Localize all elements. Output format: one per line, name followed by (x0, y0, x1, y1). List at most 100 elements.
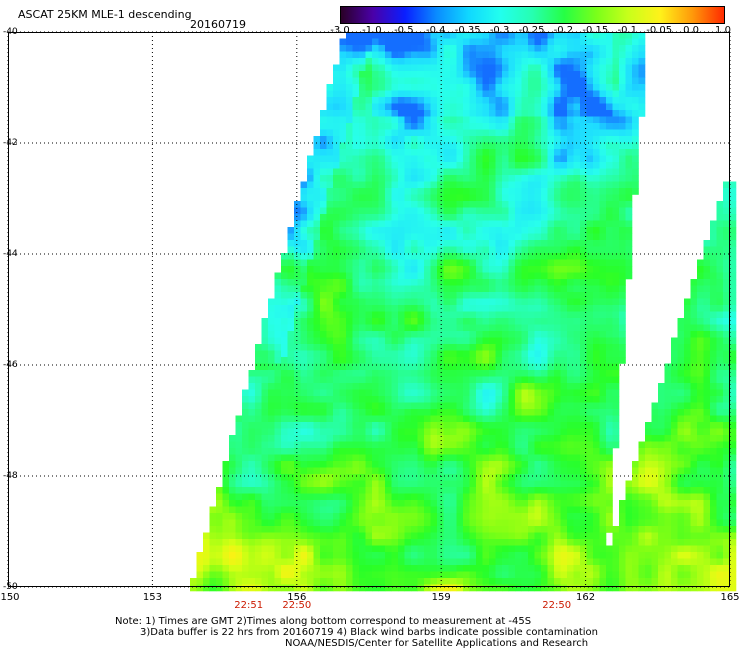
swath-cell (521, 136, 529, 143)
swath-cell (469, 266, 477, 273)
swath-cell (547, 467, 555, 475)
swath-cell (560, 90, 568, 98)
swath-cell (677, 363, 685, 371)
swath-cell (560, 454, 568, 462)
swath-cell (684, 389, 691, 397)
swath-cell (281, 441, 288, 449)
swath-cell (554, 370, 561, 377)
swath-cell (606, 279, 613, 286)
swath-cell (573, 448, 581, 455)
swath-cell (593, 415, 600, 423)
swath-cell (586, 45, 594, 52)
swath-cell (586, 175, 594, 182)
swath-cell (723, 240, 730, 247)
swath-cell (450, 409, 457, 416)
swath-cell (352, 246, 360, 254)
swath-cell (300, 519, 308, 527)
swath-cell (385, 84, 392, 91)
swath-cell (521, 142, 529, 150)
swath-cell (313, 422, 321, 429)
swath-cell (560, 253, 568, 260)
swath-cell (606, 259, 613, 267)
swath-cell (560, 97, 568, 104)
swath-cell (593, 240, 600, 247)
swath-cell (463, 305, 470, 312)
swath-cell (450, 448, 457, 455)
swath-cell (528, 422, 535, 429)
swath-cell (346, 298, 353, 306)
swath-cell (385, 181, 392, 189)
swath-cell (456, 285, 464, 293)
swath-cell (476, 227, 483, 234)
swath-cell (320, 396, 327, 403)
swath-cell (541, 175, 548, 182)
swath-cell (482, 428, 490, 436)
swath-cell (248, 441, 256, 449)
swath-cell (723, 539, 730, 546)
swath-cell (274, 396, 282, 403)
swath-cell (294, 337, 301, 345)
swath-cell (567, 266, 574, 273)
swath-cell (326, 526, 334, 533)
swath-cell (281, 324, 288, 332)
swath-cell (528, 461, 535, 468)
swath-cell (326, 396, 334, 403)
swath-cell (456, 129, 464, 137)
swath-cell (567, 298, 574, 306)
swath-cell (502, 207, 509, 215)
swath-cell (437, 214, 444, 221)
swath-cell (463, 318, 470, 325)
swath-cell (411, 168, 418, 176)
swath-cell (242, 389, 249, 397)
swath-cell (547, 220, 555, 228)
swath-cell (437, 519, 444, 527)
swath-cell (391, 454, 399, 462)
swath-cell (404, 136, 412, 143)
swath-cell (612, 402, 620, 410)
swath-cell (450, 272, 457, 280)
swath-cell (593, 285, 600, 293)
swath-cell (404, 506, 412, 514)
swath-cell (723, 467, 730, 475)
swath-cell (554, 175, 561, 182)
swath-cell (378, 77, 386, 85)
swath-cell (307, 344, 314, 351)
swath-cell (326, 84, 334, 91)
swath-cell (300, 350, 308, 358)
swath-cell (469, 337, 477, 345)
swath-cell (547, 448, 555, 455)
swath-cell (567, 90, 574, 98)
swath-cell (593, 389, 600, 397)
swath-cell (690, 331, 698, 338)
swath-cell (404, 77, 412, 85)
swath-cell (307, 311, 314, 319)
swath-cell (300, 467, 308, 475)
swath-cell (521, 32, 529, 39)
swath-cell (333, 129, 340, 137)
swath-cell (404, 220, 412, 228)
swath-cell (508, 51, 516, 59)
swath-cell (378, 545, 386, 553)
swath-cell (372, 337, 379, 345)
swath-cell (294, 422, 301, 429)
swath-cell (515, 188, 522, 195)
swath-cell (723, 376, 730, 384)
swath-cell (502, 214, 509, 221)
swath-cell (534, 376, 542, 384)
swath-cell (508, 149, 516, 156)
swath-cell (281, 331, 288, 338)
swath-cell (398, 311, 405, 319)
swath-cell (294, 448, 301, 455)
swath-cell (450, 51, 457, 59)
swath-cell (580, 279, 587, 286)
swath-cell (281, 422, 288, 429)
swath-cell (528, 246, 535, 254)
swath-cell (404, 298, 412, 306)
colorbar-tick-label: -0.15 (582, 25, 609, 36)
swath-cell (515, 214, 522, 221)
swath-cell (606, 454, 613, 462)
swath-cell (658, 493, 665, 501)
swath-cell (463, 331, 470, 338)
swath-cell (372, 500, 379, 507)
swath-cell (729, 415, 737, 423)
